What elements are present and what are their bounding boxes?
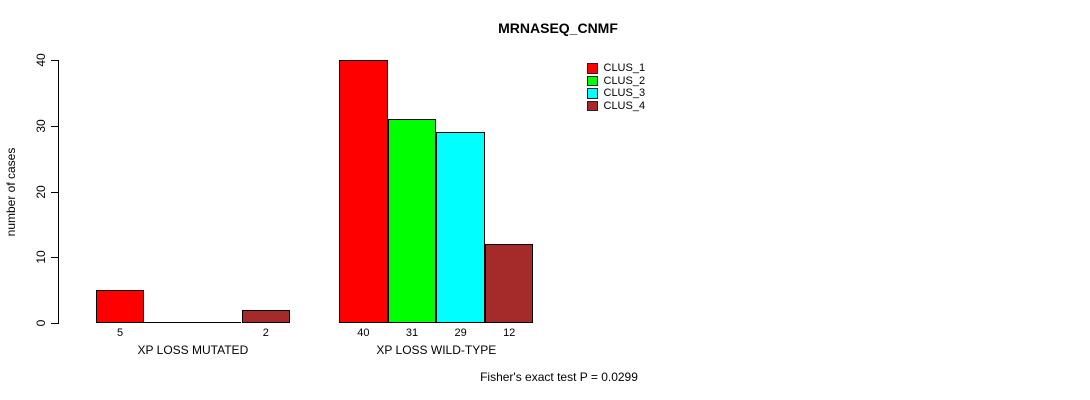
y-axis-tick [51,60,58,61]
bar-xp-loss-wild-type-clus-4 [484,244,534,323]
legend-item-clus-4: CLUS_4 [587,100,645,113]
legend-item-clus-3: CLUS_3 [587,87,645,100]
legend-color-swatch [587,75,598,87]
y-axis-tick-label: 30 [34,119,48,133]
fisher-test-annotation: Fisher's exact test P = 0.0299 [480,370,638,384]
y-axis-tick-label: 20 [34,184,48,199]
bar-value-label: 31 [405,327,419,339]
bar-value-label: 12 [503,327,516,339]
legend-color-swatch [587,100,598,112]
legend-color-swatch [587,88,598,99]
legend-label: CLUS_3 [603,87,646,100]
bar-xp-loss-wild-type-clus-2 [387,119,437,323]
y-axis-tick-label: 10 [34,250,48,264]
legend-label: CLUS_4 [603,100,646,113]
y-axis-line [58,60,59,324]
y-axis-tick-label: 0 [34,319,48,327]
y-axis-tick [51,323,58,324]
bar-xp-loss-mutated-clus-3-zero [192,322,242,323]
legend: CLUS_1 CLUS_2 CLUS_3 CLUS_4 [587,62,645,112]
bar-xp-loss-mutated-clus-2-zero [144,322,193,323]
legend-label: CLUS_1 [603,62,646,75]
y-axis-label: number of cases [4,147,18,237]
bar-value-label: 29 [454,327,467,339]
x-axis-group-label-xp-loss-wild-type: XP LOSS WILD-TYPE [376,343,497,357]
legend-color-swatch [587,63,598,74]
bar-xp-loss-wild-type-clus-1 [339,60,388,323]
y-axis-tick [51,125,58,127]
y-axis-tick [51,191,58,193]
legend-label: CLUS_2 [603,74,646,87]
bar-value-label: 5 [116,327,124,339]
bar-xp-loss-mutated-clus-4 [241,310,291,323]
bar-xp-loss-mutated-clus-1 [95,290,145,323]
x-axis-group-label-xp-loss-mutated: XP LOSS MUTATED [137,343,249,357]
y-axis-tick [51,257,58,259]
legend-item-clus-1: CLUS_1 [587,62,645,75]
bar-value-label: 40 [357,327,370,339]
y-axis-tick-label: 40 [34,53,48,67]
legend-item-clus-2: CLUS_2 [587,75,645,88]
bar-xp-loss-wild-type-clus-3 [436,132,485,323]
bar-value-label: 2 [262,327,269,339]
chart-title: MRNASEQ_CNMF [498,20,618,36]
